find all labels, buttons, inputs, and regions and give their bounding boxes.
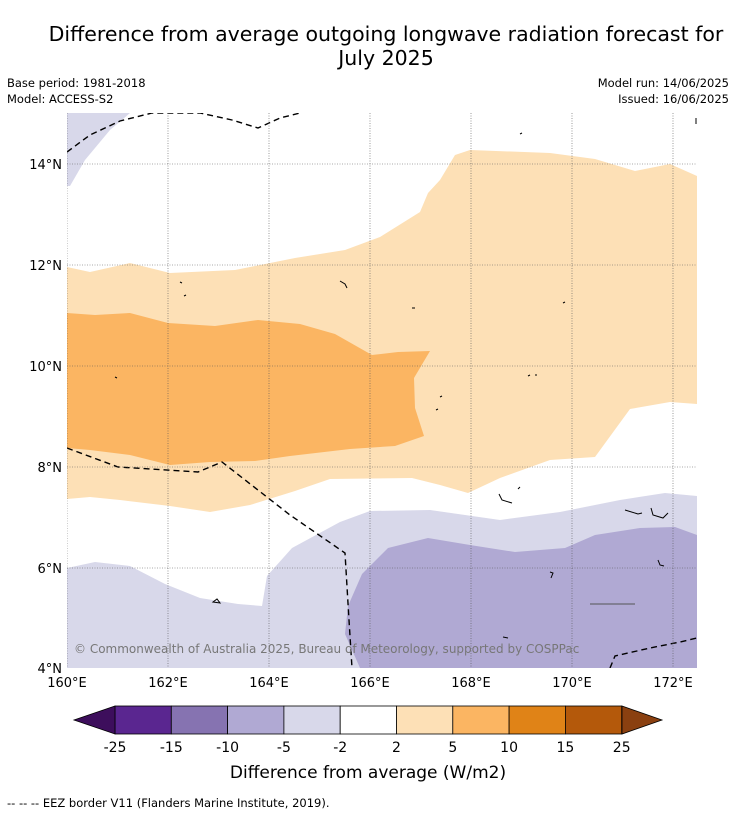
model-run: Model run: 14/06/2025 xyxy=(597,76,729,90)
colorbar-tick-label: -10 xyxy=(216,740,239,756)
copyright-text: © Commonwealth of Australia 2025, Bureau… xyxy=(74,642,579,656)
island-12 xyxy=(211,598,222,604)
colorbar-cell xyxy=(339,705,397,735)
eez-border-southeast xyxy=(609,637,697,668)
colorbar-tick-label: -15 xyxy=(160,740,183,756)
island-11 xyxy=(624,507,669,519)
colorbar-cell xyxy=(114,705,172,735)
lon-label: 162°E xyxy=(148,676,188,691)
island-4 xyxy=(339,280,348,289)
eez-borders xyxy=(67,113,697,668)
lat-label: 6°N xyxy=(38,562,63,577)
lat-label: 8°N xyxy=(38,461,63,476)
title-line-1: Difference from average outgoing longwav… xyxy=(48,22,724,46)
lon-label: 164°E xyxy=(249,676,289,691)
region-negative-medium xyxy=(345,527,697,668)
colorbar-cells xyxy=(114,705,623,735)
island-8 xyxy=(435,395,443,411)
lat-labels: 14°N 12°N 10°N 8°N 6°N 4°N xyxy=(29,158,62,677)
region-negative-light-northwest xyxy=(67,113,130,186)
colorbar-over-arrow xyxy=(621,705,664,735)
colorbar-cell xyxy=(565,705,623,735)
map-plot-area: © Commonwealth of Australia 2025, Bureau… xyxy=(67,113,697,668)
model-name: Model: ACCESS-S2 xyxy=(7,92,114,106)
colorbar-tick-label: -2 xyxy=(333,740,347,756)
meta-left: Base period: 1981-2018 Model: ACCESS-S2 xyxy=(7,75,146,107)
colorbar-tick-label: 2 xyxy=(392,740,401,756)
island-10 xyxy=(498,486,521,504)
issued-date: Issued: 16/06/2025 xyxy=(618,92,729,106)
title-line-2: July 2025 xyxy=(338,46,434,70)
colorbar-cell xyxy=(170,705,229,735)
colorbar-label: Difference from average (W/m2) xyxy=(230,763,506,783)
lon-label: 166°E xyxy=(350,676,390,691)
colorbar-under-arrow xyxy=(72,705,116,735)
colorbar-tick-label: 5 xyxy=(448,740,457,756)
colorbar-tick-label: 25 xyxy=(613,740,631,756)
colorbar-tick-label: 10 xyxy=(500,740,518,756)
lat-label: 14°N xyxy=(29,158,62,173)
lat-label: 10°N xyxy=(29,360,62,375)
island-7 xyxy=(114,376,118,379)
meta-right: Model run: 14/06/2025 Issued: 16/06/2025 xyxy=(598,75,729,107)
island-13 xyxy=(549,571,554,579)
lon-label: 170°E xyxy=(552,676,592,691)
colorbar-cell xyxy=(396,705,454,735)
colorbar-cell xyxy=(452,705,510,735)
region-positive-medium xyxy=(67,313,430,465)
islands xyxy=(114,118,697,639)
base-period: Base period: 1981-2018 xyxy=(7,76,146,90)
island-6 xyxy=(562,301,566,304)
lat-label: 12°N xyxy=(29,259,62,274)
lat-label: 4°N xyxy=(38,662,63,677)
lon-label: 168°E xyxy=(451,676,491,691)
map-figure: © Commonwealth of Australia 2025, Bureau… xyxy=(29,113,697,783)
island-3 xyxy=(179,281,187,297)
map-title: Difference from average outgoing longwav… xyxy=(0,22,736,70)
island-1 xyxy=(519,132,523,135)
colorbar-cell xyxy=(508,705,566,735)
eez-border-central xyxy=(67,447,353,668)
colorbar-ticks: -25 -15 -10 -5 -2 2 5 10 15 25 xyxy=(104,740,631,756)
lon-label: 160°E xyxy=(47,676,87,691)
colorbar-tick-label: -5 xyxy=(277,740,291,756)
colorbar-tick-label: 15 xyxy=(556,740,574,756)
island-14 xyxy=(657,559,665,567)
island-9 xyxy=(527,374,537,377)
colorbar: -25 -15 -10 -5 -2 2 5 10 15 25 Difference from av… xyxy=(72,705,664,783)
eez-footer-note: -- -- -- EEZ border V11 (Flanders Marine… xyxy=(7,796,330,810)
gridlines xyxy=(67,113,697,668)
lon-labels: 160°E 162°E 164°E 166°E 168°E 170°E 172°… xyxy=(47,676,693,691)
colorbar-cell xyxy=(227,705,285,735)
colorbar-tick-label: -25 xyxy=(104,740,127,756)
island-15 xyxy=(502,636,509,639)
lon-label: 172°E xyxy=(653,676,693,691)
colorbar-cell xyxy=(283,705,341,735)
